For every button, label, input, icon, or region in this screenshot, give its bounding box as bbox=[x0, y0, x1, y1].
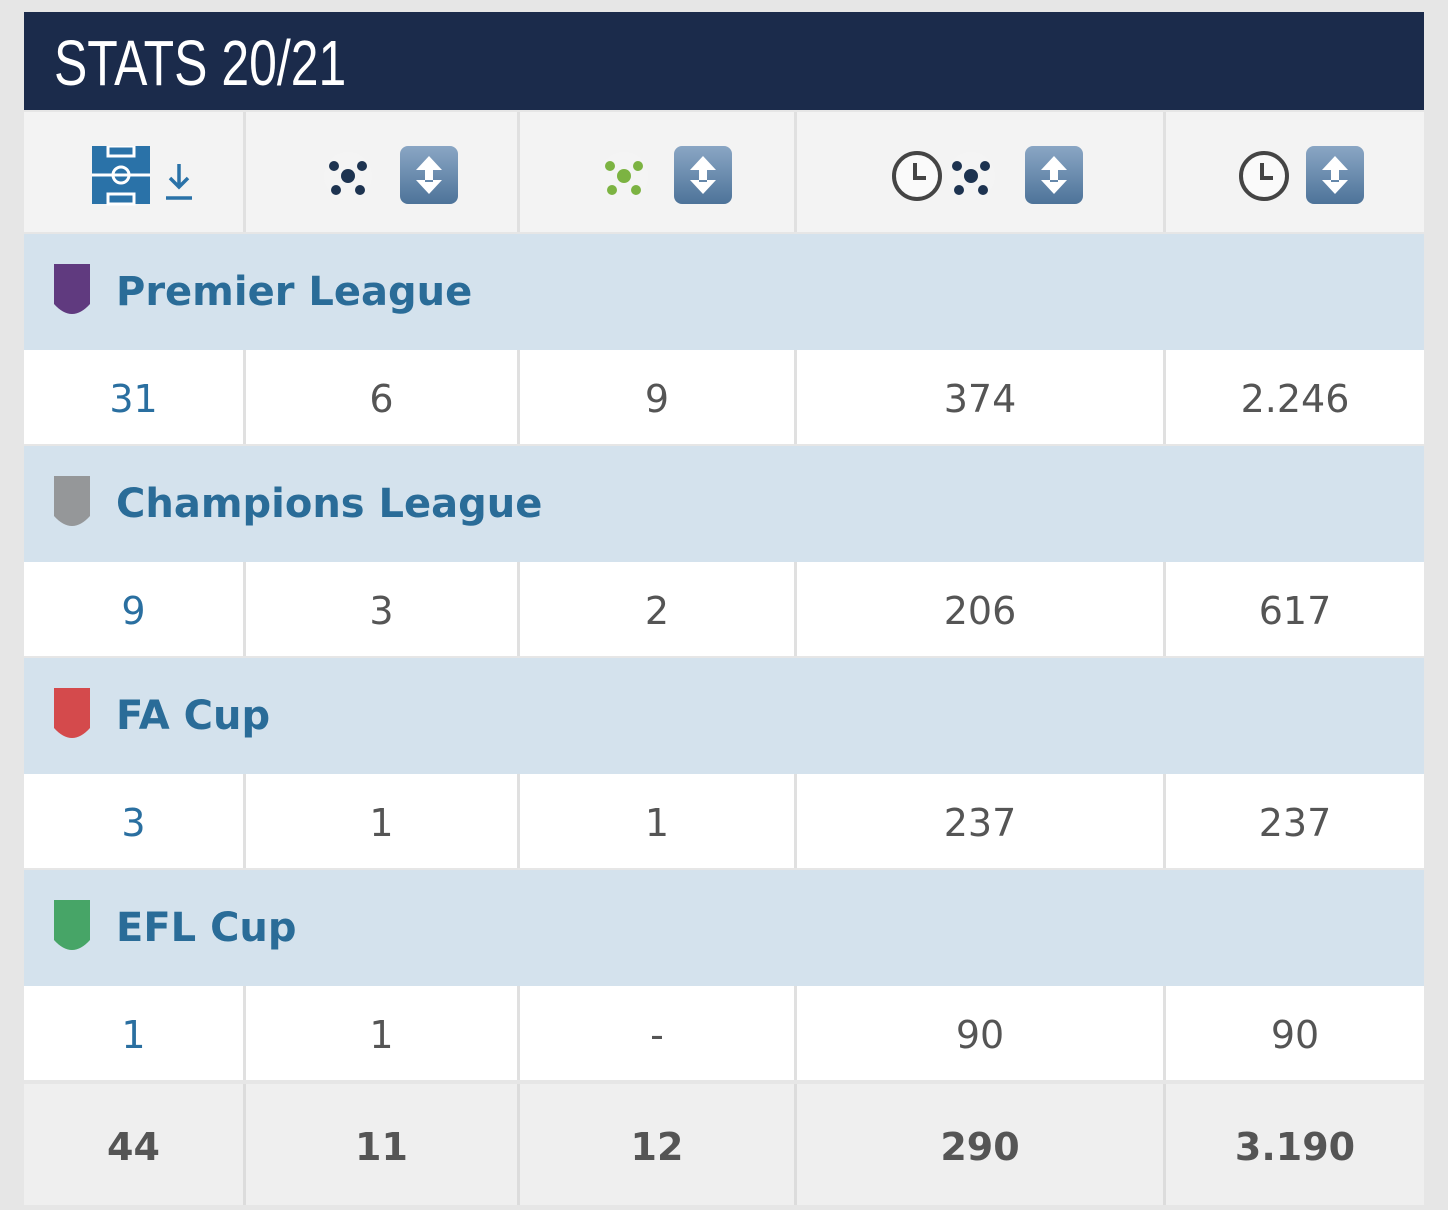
stat-cell: 1 bbox=[246, 986, 520, 1080]
stat-cell[interactable]: 3 bbox=[24, 774, 246, 868]
stat-cell: 617 bbox=[1166, 562, 1424, 656]
header-cell[interactable] bbox=[520, 112, 797, 232]
sort-button[interactable] bbox=[1025, 146, 1083, 204]
stat-cell: 237 bbox=[797, 774, 1166, 868]
title: STATS 20/21 bbox=[54, 27, 347, 99]
competition-row[interactable]: Champions League bbox=[24, 446, 1424, 562]
header-cell[interactable] bbox=[24, 112, 246, 232]
stat-cell: 90 bbox=[1166, 986, 1424, 1080]
stat-cell: 1 bbox=[520, 774, 797, 868]
competition-name[interactable]: Champions League bbox=[116, 481, 543, 527]
assist-ball-icon bbox=[600, 152, 648, 200]
total-cell: 290 bbox=[797, 1084, 1166, 1205]
total-cell: 12 bbox=[520, 1084, 797, 1205]
competition-logo bbox=[44, 684, 100, 750]
pitch-icon bbox=[92, 146, 192, 206]
stat-cell: 90 bbox=[797, 986, 1166, 1080]
competition-logo bbox=[44, 472, 100, 538]
stat-cell: 2.246 bbox=[1166, 350, 1424, 444]
total-cell: 44 bbox=[24, 1084, 246, 1205]
stat-cell: 374 bbox=[797, 350, 1166, 444]
competition-row[interactable]: FA Cup bbox=[24, 658, 1424, 774]
header-cell[interactable] bbox=[246, 112, 520, 232]
total-cell: 3.190 bbox=[1166, 1084, 1424, 1205]
header-cell[interactable] bbox=[1166, 112, 1424, 232]
stat-cell: - bbox=[520, 986, 797, 1080]
clock-icon bbox=[1239, 151, 1289, 201]
competition-name[interactable]: EFL Cup bbox=[116, 905, 297, 951]
stat-cell[interactable]: 31 bbox=[24, 350, 246, 444]
stat-cell: 1 bbox=[246, 774, 520, 868]
stat-cell: 9 bbox=[520, 350, 797, 444]
stat-cell: 2 bbox=[520, 562, 797, 656]
header-cell[interactable] bbox=[797, 112, 1166, 232]
total-cell: 11 bbox=[246, 1084, 520, 1205]
title-bar bbox=[24, 12, 1424, 110]
stat-cell: 3 bbox=[246, 562, 520, 656]
sort-button[interactable] bbox=[400, 146, 458, 204]
stat-cell[interactable]: 9 bbox=[24, 562, 246, 656]
clock-ball-icon bbox=[892, 151, 995, 201]
ball-icon bbox=[324, 152, 372, 200]
stat-cell: 237 bbox=[1166, 774, 1424, 868]
competition-row[interactable]: EFL Cup bbox=[24, 870, 1424, 986]
stat-cell[interactable]: 1 bbox=[24, 986, 246, 1080]
sort-button[interactable] bbox=[674, 146, 732, 204]
competition-name[interactable]: Premier League bbox=[116, 269, 473, 315]
stat-cell: 6 bbox=[246, 350, 520, 444]
sort-button[interactable] bbox=[1306, 146, 1364, 204]
competition-logo bbox=[44, 260, 100, 326]
competition-name[interactable]: FA Cup bbox=[116, 693, 271, 739]
stat-cell: 206 bbox=[797, 562, 1166, 656]
competition-row[interactable]: Premier League bbox=[24, 234, 1424, 350]
competition-logo bbox=[44, 896, 100, 962]
